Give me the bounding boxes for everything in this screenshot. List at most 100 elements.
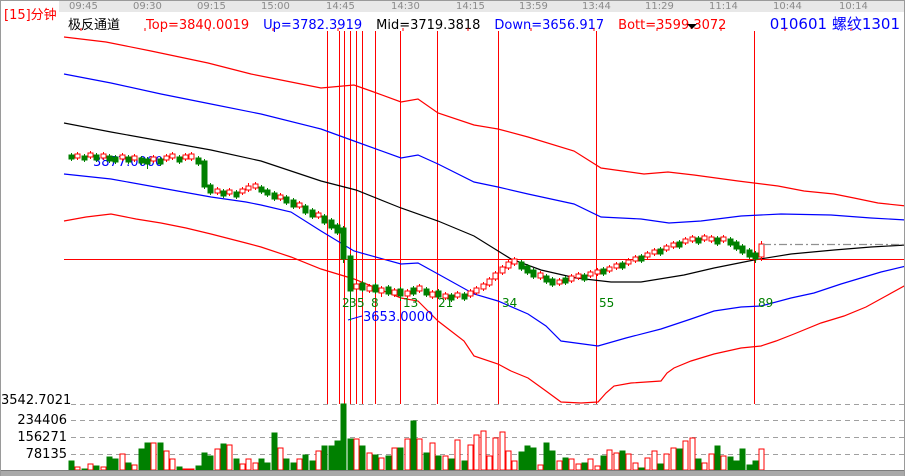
candle-body — [575, 273, 582, 279]
volume-bar — [587, 458, 594, 471]
indicator-param: Bott=3599.3072 — [618, 18, 727, 33]
candle-body — [473, 287, 480, 294]
candle-body — [397, 288, 404, 297]
volume-bar — [499, 431, 506, 471]
candle-body — [676, 241, 683, 248]
volume-bar — [486, 455, 493, 471]
volume-bar — [708, 453, 715, 471]
candle-body — [290, 199, 297, 208]
candle-body — [296, 202, 303, 208]
dropdown-triangle-icon[interactable] — [687, 24, 697, 29]
price-axis-bottom-label: 3542.7021 — [1, 393, 72, 408]
time-label: 14:15 — [456, 1, 485, 12]
horizontal-scrollbar[interactable] — [1, 470, 904, 476]
volume-bar — [315, 450, 322, 471]
volume-bar — [473, 434, 480, 471]
candle-body — [758, 243, 765, 258]
volume-bar — [682, 440, 689, 471]
time-label: 11:14 — [709, 1, 738, 12]
volume-bar — [233, 458, 240, 471]
volume-bar — [271, 432, 278, 471]
period-label[interactable]: [15]分钟 — [4, 8, 57, 23]
candle-body — [619, 262, 626, 269]
volume-bar — [334, 440, 341, 471]
candle-body — [100, 153, 107, 159]
volume-bar — [727, 456, 734, 471]
volume-bar — [68, 460, 75, 471]
candle-body — [277, 194, 284, 200]
volume-bar — [201, 452, 208, 471]
volume-bar — [720, 455, 727, 471]
time-label: 10:44 — [773, 1, 802, 12]
candle-body — [530, 269, 537, 278]
candle-body — [701, 235, 708, 241]
candle-body — [454, 292, 461, 298]
fib-count-label: 55 — [599, 296, 614, 310]
candle-body — [537, 272, 544, 279]
candle-body — [695, 237, 702, 244]
candle-body — [252, 183, 259, 189]
volume-bar — [125, 462, 132, 471]
candle-body — [448, 294, 455, 301]
volume-bar — [492, 437, 499, 471]
volume-bar — [644, 457, 651, 471]
candle-body — [511, 258, 518, 265]
candle-body — [378, 287, 385, 294]
volume-bar — [359, 445, 366, 471]
volume-bar — [144, 442, 151, 471]
candle-body — [613, 263, 620, 269]
volume-bar — [391, 447, 398, 471]
volume-bar — [429, 442, 436, 471]
volume-bar — [372, 454, 379, 471]
volume-bar — [448, 458, 455, 471]
volume-bar — [568, 458, 575, 471]
candle-body — [220, 190, 227, 197]
volume-bar — [385, 455, 392, 471]
time-label: 15:00 — [261, 1, 290, 12]
candle-body — [651, 249, 658, 255]
low-price-label: 3653.0000 — [363, 310, 433, 325]
candle-body — [309, 209, 316, 218]
candle-body — [271, 192, 278, 200]
contract-label[interactable]: 010601 螺纹1301 — [769, 15, 900, 33]
volume-bar — [689, 437, 696, 471]
candle-body — [385, 286, 392, 295]
volume-bar — [378, 457, 385, 471]
candle-body — [568, 275, 575, 282]
candle-body — [524, 265, 531, 274]
candle-body — [733, 241, 740, 250]
candle-body — [404, 290, 411, 297]
volume-bar — [258, 458, 265, 471]
time-label: 14:45 — [326, 1, 355, 12]
candle-body — [131, 155, 138, 161]
candle-body — [467, 290, 474, 297]
volume-bar — [353, 438, 360, 471]
candle-body — [410, 287, 417, 295]
volume-bar — [701, 462, 708, 471]
volume-bar — [340, 403, 347, 471]
volume-bar — [632, 462, 639, 471]
volume-bar — [714, 445, 721, 471]
candle-body — [689, 236, 696, 242]
volume-bar — [207, 455, 214, 471]
candle-body — [423, 288, 430, 296]
candle-body — [442, 293, 449, 299]
candle-body — [562, 277, 569, 284]
candle-body — [201, 160, 208, 188]
candle-body — [632, 256, 639, 262]
volume-bar — [214, 448, 221, 471]
volume-bar — [106, 456, 113, 471]
candle-body — [606, 266, 613, 272]
candle-body — [258, 186, 265, 193]
volume-bar — [150, 442, 157, 471]
candle-body — [739, 245, 746, 254]
candle-body — [752, 252, 759, 260]
candle-body — [315, 212, 322, 218]
candle-body — [112, 156, 119, 163]
candle-body — [157, 158, 164, 165]
candle-body — [372, 284, 379, 293]
volume-bar — [283, 458, 290, 471]
candle-body — [670, 242, 677, 248]
volume-bar — [397, 447, 404, 471]
